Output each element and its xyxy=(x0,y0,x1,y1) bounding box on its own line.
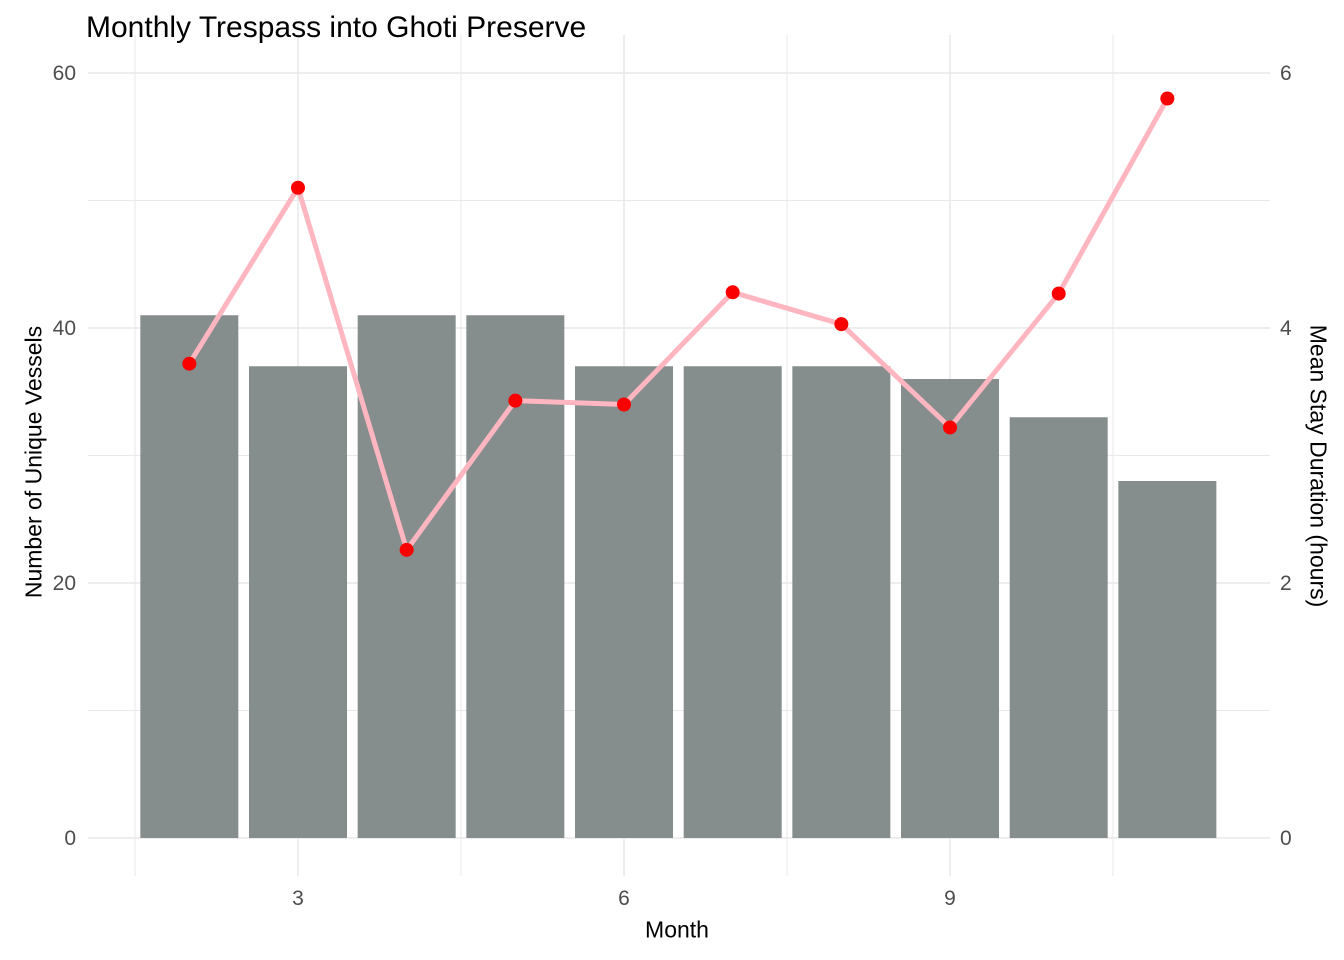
left-axis-tick-label: 0 xyxy=(64,827,76,850)
data-point-month-8 xyxy=(834,317,849,332)
data-point-month-3 xyxy=(291,180,305,195)
trend-line xyxy=(186,96,1170,553)
right-axis-tick-label: 0 xyxy=(1280,827,1292,850)
right-axis-tick-label: 4 xyxy=(1280,317,1292,340)
bar-month-8 xyxy=(792,366,891,838)
left-axis-tick-label: 60 xyxy=(53,62,76,85)
right-axis-tick-label: 6 xyxy=(1280,62,1292,85)
x-axis-tick-label: 9 xyxy=(944,887,956,910)
bar-month-5 xyxy=(466,315,565,838)
x-axis-title: Month xyxy=(645,916,709,943)
left-axis-title: Number of Unique Vessels xyxy=(20,325,47,599)
right-axis-title: Mean Stay Duration (hours) xyxy=(1305,324,1332,608)
bar-month-11 xyxy=(1118,481,1217,838)
right-axis-tick-label: 2 xyxy=(1280,572,1292,595)
data-point-month-10 xyxy=(1051,286,1066,301)
left-axis-tick-label: 40 xyxy=(53,317,76,340)
bar-month-2 xyxy=(140,315,239,838)
bar-month-4 xyxy=(357,315,456,838)
bar-month-7 xyxy=(683,366,782,838)
data-point-month-2 xyxy=(182,356,197,371)
bar-month-3 xyxy=(249,366,347,838)
x-axis-tick-label: 3 xyxy=(292,887,304,910)
data-point-month-4 xyxy=(399,542,414,557)
chart-title: Monthly Trespass into Ghoti Preserve xyxy=(86,11,587,44)
bar-month-6 xyxy=(575,366,674,838)
left-axis-tick-label: 20 xyxy=(53,572,76,595)
data-point-month-5 xyxy=(508,393,523,408)
data-point-month-9 xyxy=(943,420,958,435)
bar-month-10 xyxy=(1009,417,1108,838)
data-point-month-7 xyxy=(725,285,740,300)
bar-month-9 xyxy=(901,379,1000,838)
data-point-month-6 xyxy=(617,397,632,412)
x-axis-tick-label: 6 xyxy=(618,887,630,910)
data-point-month-11 xyxy=(1160,91,1175,106)
